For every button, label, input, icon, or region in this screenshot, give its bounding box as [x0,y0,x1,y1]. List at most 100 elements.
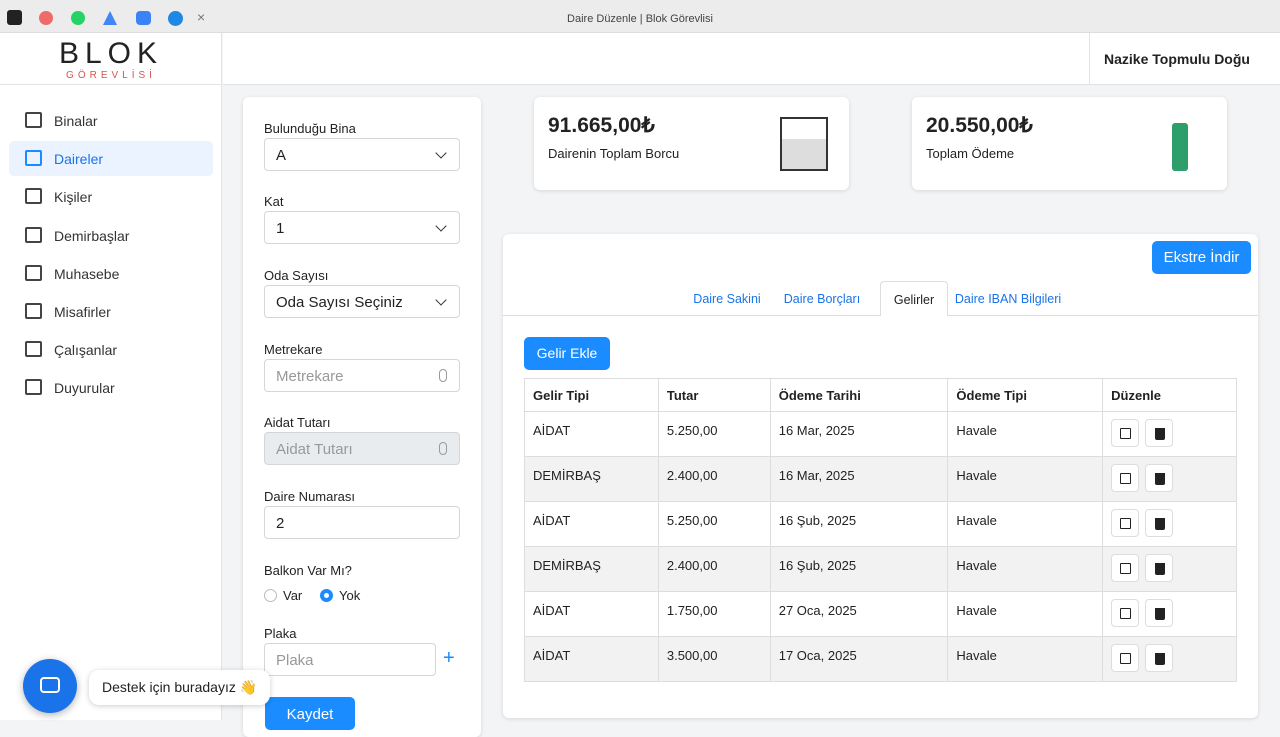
nav-item[interactable]: Kişiler [9,179,213,214]
table-cell: Havale [947,591,1104,637]
input[interactable]: 1 [264,211,460,244]
tab-icon[interactable] [71,11,85,25]
input[interactable]: Metrekare [264,359,460,392]
delete-button[interactable] [1145,464,1174,492]
edit-button[interactable] [1111,599,1140,627]
table-cell: 5.250,00 [657,411,771,457]
nav-icon [25,226,42,243]
table-cell: 17 Oca, 2025 [769,636,949,682]
table-row: AİDAT 1.750,00 27 Oca, 2025 Havale [524,591,1237,637]
table-cell: DEMİRBAŞ [524,456,659,502]
page: × Daire Düzenle | Blok Görevlisi BLOK GÖ… [0,9,1280,737]
input-value: Oda Sayısı Seçiniz [276,294,403,311]
close-tab[interactable]: × [197,9,206,25]
edit-button[interactable] [1111,554,1140,582]
add-plate[interactable]: + [443,647,455,669]
table-row: AİDAT 5.250,00 16 Mar, 2025 Havale [524,411,1237,457]
column-header: Tutar [657,378,771,412]
chat-button[interactable] [23,659,77,713]
download-button[interactable]: Ekstre İndir [1152,241,1251,274]
table-cell: 16 Mar, 2025 [769,411,949,457]
column-header: Ödeme Tipi [947,378,1104,412]
tab[interactable]: Daire Borçları [783,292,861,306]
actions-cell [1102,546,1237,592]
edit-icon [1120,428,1132,439]
table-cell: AİDAT [524,636,659,682]
nav-item[interactable]: Muhasebe [9,256,213,291]
input[interactable]: 2 [264,506,460,539]
delete-icon [1155,608,1166,620]
input: Aidat Tutarı [264,432,460,465]
table-cell: 2.400,00 [657,546,771,592]
tab-icon[interactable] [39,11,53,25]
nav-item[interactable]: Çalışanlar [9,332,213,367]
nav-label: Misafirler [54,304,111,320]
add-button[interactable]: Gelir Ekle [524,337,610,370]
stat-label: Dairenin Toplam Borcu [548,146,680,161]
input[interactable]: Oda Sayısı Seçiniz [264,285,460,318]
form-card: Bulunduğu Bina A Kat 1 Oda Sayısı Oda Sayısı … [243,97,481,737]
stat-label: Toplam Ödeme [926,146,1015,161]
nav-icon [25,303,42,319]
stat-card: 91.665,00₺ Dairenin Toplam Borcu [534,97,849,190]
edit-icon [1120,653,1132,664]
delete-button[interactable] [1145,599,1174,627]
field-label: Kat [264,194,284,209]
delete-icon [1155,653,1166,665]
input[interactable]: A [264,138,460,171]
delete-button[interactable] [1145,509,1174,537]
nav-item[interactable]: Duyurular [9,370,213,405]
edit-icon [1120,518,1132,529]
tab-icon[interactable] [168,11,183,26]
edit-button[interactable] [1111,419,1140,447]
chat-bubble[interactable]: Destek için buradayız 👋 [89,670,271,705]
table-cell: Havale [947,411,1104,457]
nav-item[interactable]: Binalar [9,103,213,138]
radio[interactable] [264,589,277,602]
delete-button[interactable] [1145,554,1174,582]
sidebar: BLOK GÖREVLİSİ Binalar Daireler Kişiler Dem… [0,33,222,720]
actions-cell [1102,591,1237,637]
column-header: Gelir Tipi [524,378,659,412]
radio-label: Yok [339,588,361,603]
delete-button[interactable] [1145,419,1174,447]
radio[interactable] [320,589,333,602]
nav-icon [25,379,42,396]
stat-icon [780,117,828,171]
input-value: 1 [276,220,285,237]
tab-icon[interactable] [136,11,151,25]
table-cell: 1.750,00 [657,591,771,637]
table-cell: 5.250,00 [657,501,771,547]
tab[interactable]: Daire Sakini [693,292,761,306]
submit-button[interactable]: Kaydet [265,697,355,730]
column-header: Ödeme Tarihi [769,378,949,412]
nav-item[interactable]: Daireler [9,141,213,177]
actions-cell [1102,456,1237,502]
table-cell: Havale [947,456,1104,502]
field-label: Metrekare [264,342,323,357]
logo-tagline: GÖREVLİSİ [66,70,156,81]
tab[interactable]: Gelirler [880,281,948,316]
edit-icon [1120,473,1132,484]
table-cell: 3.500,00 [657,636,771,682]
nav-label: Duyurular [54,380,115,397]
edit-button[interactable] [1111,644,1140,672]
user-name[interactable]: Nazike Topmulu Doğu [1104,51,1250,67]
table-cell: AİDAT [524,591,659,637]
stat-value: 91.665,00₺ [548,114,655,137]
nav-item[interactable]: Misafirler [9,294,213,329]
input[interactable]: Plaka [264,643,436,676]
tab-title: Daire Düzenle | Blok Görevlisi [567,13,713,25]
table-cell: DEMİRBAŞ [524,546,659,592]
delete-button[interactable] [1145,644,1174,672]
logo[interactable]: BLOK GÖREVLİSİ [0,33,222,85]
tab[interactable]: Daire IBAN Bilgileri [954,292,1062,306]
table-row: AİDAT 3.500,00 17 Oca, 2025 Havale [524,636,1237,682]
tab-icon[interactable] [7,10,22,25]
edit-button[interactable] [1111,509,1140,537]
input-value: A [276,147,287,164]
actions-cell [1102,636,1237,682]
nav-item[interactable]: Demirbaşlar [9,218,213,253]
actions-cell [1102,501,1237,547]
edit-button[interactable] [1111,464,1140,492]
